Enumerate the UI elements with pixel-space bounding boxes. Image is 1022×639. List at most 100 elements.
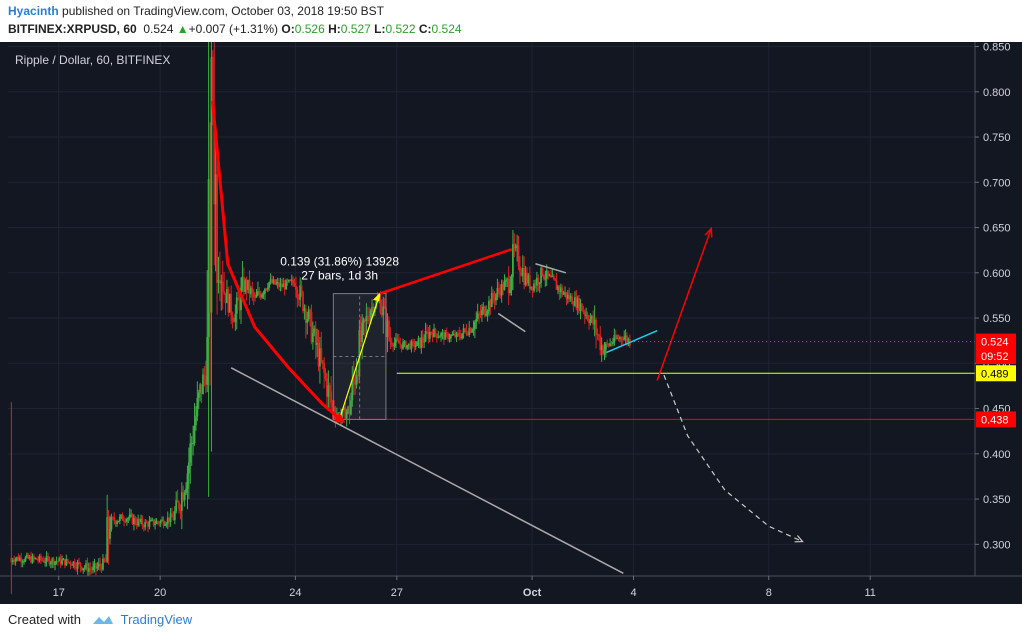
candle-body (152, 519, 155, 526)
candle-body (475, 318, 478, 322)
candle-body (352, 379, 355, 381)
time-axis[interactable]: 17 20 24 27 Oct 4 8 11 (53, 576, 876, 599)
candle-body (402, 342, 404, 349)
curve-end-triangle-icon (333, 412, 346, 423)
candle-body (102, 558, 104, 570)
candle-body (237, 297, 240, 301)
candle-body (404, 341, 407, 349)
candle-body (327, 385, 330, 397)
candle-body (24, 557, 27, 562)
candle-body (350, 400, 352, 415)
candle-body (162, 519, 165, 526)
candle-body (134, 518, 137, 524)
candle-body (569, 296, 572, 300)
candle-body (413, 341, 416, 348)
candle-body (627, 338, 630, 342)
candle-body (566, 294, 569, 299)
time-tick-label: 24 (289, 587, 301, 599)
candle-body (296, 289, 299, 299)
candle-body (42, 560, 45, 563)
low-label: L: (374, 22, 386, 36)
candle-body (490, 292, 493, 308)
candle-body (445, 332, 448, 334)
candle-body (409, 343, 411, 349)
measure-arrow-head (372, 292, 381, 302)
candle-body (435, 333, 438, 338)
trend-line (379, 248, 513, 295)
candle-body (148, 521, 151, 527)
red-curve-drawing (211, 100, 341, 420)
candle-body (93, 563, 96, 567)
time-tick-label: Oct (523, 587, 542, 599)
candle-body (17, 556, 20, 561)
candle-body (557, 286, 559, 290)
candle-body (455, 332, 458, 338)
tradingview-link[interactable]: TradingView (120, 612, 193, 627)
candle-body (179, 508, 182, 511)
candle-body (130, 514, 133, 516)
candle-body (369, 310, 372, 321)
candle-body (399, 343, 402, 345)
candle-body (297, 298, 300, 300)
candle-body (544, 278, 547, 280)
candle-body (444, 332, 447, 340)
candle-body (468, 328, 471, 335)
candle-body (514, 247, 517, 249)
candle-body (469, 328, 472, 333)
candle-body (364, 319, 366, 322)
candle-body (513, 244, 516, 248)
candle-body (197, 392, 200, 398)
candle-body (128, 514, 131, 519)
candle-body (214, 174, 217, 205)
candle-body (204, 375, 207, 385)
candle-body (323, 363, 326, 374)
candle-body (538, 282, 541, 285)
time-tick-label: 27 (391, 587, 403, 599)
candle-body (47, 556, 49, 559)
candle-body (395, 338, 397, 343)
candle-body (616, 337, 619, 339)
price-tick-label: 0.300 (983, 539, 1011, 551)
candle-body (454, 333, 457, 338)
candle-body (604, 343, 607, 350)
candle-body (586, 314, 589, 320)
candle-body (111, 517, 114, 519)
candle-body (106, 517, 109, 562)
candle-body (31, 555, 34, 563)
candle-body (492, 292, 495, 299)
candle-body (238, 300, 241, 311)
candle-body (316, 342, 318, 345)
time-tick-label: 4 (630, 587, 636, 599)
candle-body (13, 560, 16, 562)
candle-body (540, 267, 542, 283)
candle-body (193, 425, 196, 444)
candle-body (109, 529, 111, 539)
price-axis[interactable]: 0.8500.8000.7500.7000.6500.6000.5500.500… (975, 42, 1016, 551)
bullish-arrow-line (656, 228, 712, 381)
candle-body (72, 561, 75, 566)
candle-body (18, 557, 21, 561)
candle-body (104, 561, 107, 563)
candle-body (533, 283, 535, 291)
candle-body (66, 559, 69, 563)
candle-body (527, 275, 530, 284)
candle-body (255, 294, 258, 298)
author-link[interactable]: Hyacinth (8, 4, 59, 18)
candle-body (16, 556, 18, 559)
candle-body (471, 330, 473, 333)
candle-body (392, 344, 395, 347)
candle-body (430, 331, 433, 333)
candle-body (76, 561, 79, 569)
candle-body (58, 557, 61, 562)
candle-body (189, 443, 192, 463)
candle-body (499, 290, 502, 296)
candle-body (307, 309, 310, 320)
candle-body (442, 332, 445, 340)
candle-body (458, 333, 461, 337)
candle-body (123, 520, 125, 522)
candle-body (178, 502, 180, 509)
candle-body (25, 554, 28, 558)
candle-body (417, 337, 420, 342)
